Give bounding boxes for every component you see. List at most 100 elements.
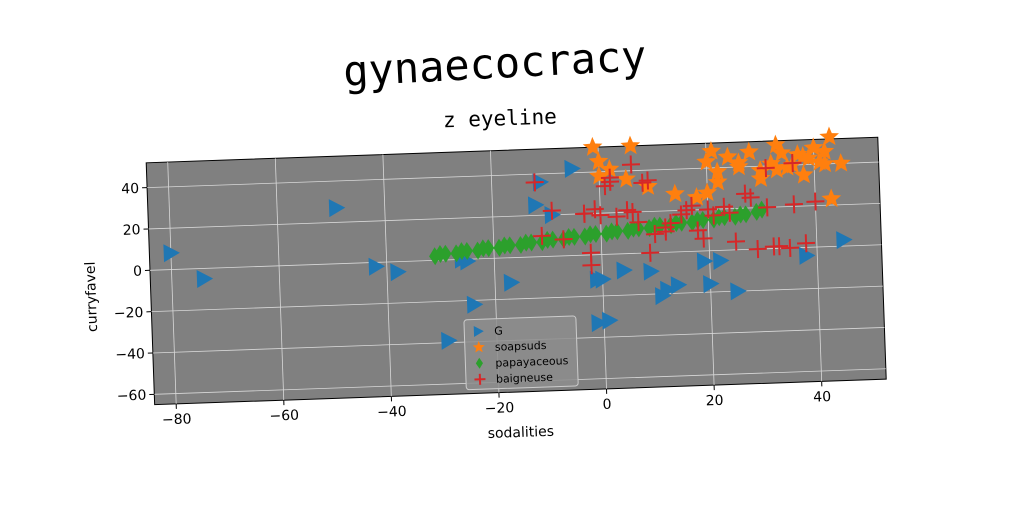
x-grid-line bbox=[274, 158, 285, 401]
data-point bbox=[787, 144, 808, 164]
data-point bbox=[514, 235, 527, 254]
data-point bbox=[764, 237, 783, 256]
data-point bbox=[734, 205, 747, 224]
data-point bbox=[441, 331, 458, 350]
data-point bbox=[720, 203, 739, 222]
data-point bbox=[707, 171, 728, 191]
data-point bbox=[493, 238, 506, 257]
y-axis-label: curryfavel bbox=[83, 261, 101, 332]
data-point bbox=[581, 243, 601, 262]
data-point bbox=[503, 273, 521, 292]
y-tick-label: −60 bbox=[117, 388, 147, 405]
data-point bbox=[694, 229, 713, 248]
data-point bbox=[542, 201, 561, 220]
y-tick-label: 20 bbox=[122, 222, 140, 239]
x-tick-label: 0 bbox=[602, 397, 611, 413]
legend-marker bbox=[472, 341, 485, 353]
data-point bbox=[750, 202, 763, 221]
data-point bbox=[670, 276, 688, 295]
data-point bbox=[429, 247, 441, 266]
data-point bbox=[579, 227, 591, 246]
data-point bbox=[739, 141, 759, 161]
data-point bbox=[748, 240, 767, 259]
data-point bbox=[798, 246, 816, 265]
data-point bbox=[616, 261, 633, 280]
data-point bbox=[643, 262, 660, 281]
data-point bbox=[771, 142, 792, 162]
data-point bbox=[601, 172, 620, 191]
y-grid-line bbox=[151, 285, 883, 313]
data-point bbox=[758, 198, 777, 217]
x-tick-label: −80 bbox=[162, 411, 192, 428]
data-point bbox=[525, 173, 544, 192]
data-point bbox=[726, 232, 746, 251]
data-point bbox=[196, 270, 214, 289]
legend-box bbox=[463, 315, 579, 391]
data-point bbox=[471, 241, 484, 260]
data-point bbox=[477, 239, 489, 258]
data-point bbox=[588, 151, 609, 171]
y-tick-label: −40 bbox=[115, 346, 145, 363]
data-point bbox=[819, 126, 840, 146]
data-point bbox=[784, 195, 803, 214]
data-point bbox=[831, 153, 851, 172]
data-point bbox=[599, 159, 620, 178]
data-point bbox=[728, 156, 749, 176]
data-point bbox=[582, 136, 603, 156]
data-point bbox=[686, 187, 707, 207]
x-tick-label: 40 bbox=[813, 389, 831, 406]
data-point bbox=[703, 275, 720, 294]
legend-label: papayaceous bbox=[495, 354, 569, 370]
plot-group: z eyeline −80 −60 −40 −20 0 20 40 −60 −40 −20 0 20 4… bbox=[83, 104, 887, 442]
data-point bbox=[616, 168, 636, 188]
x-tick-label: −60 bbox=[269, 408, 299, 425]
legend-label: baigneuse bbox=[496, 371, 554, 386]
data-point bbox=[756, 159, 775, 178]
data-point bbox=[712, 251, 730, 270]
data-point bbox=[643, 219, 656, 238]
legend-item: G bbox=[473, 324, 503, 338]
data-point bbox=[836, 231, 853, 250]
data-point bbox=[741, 188, 760, 207]
data-point bbox=[645, 225, 664, 244]
data-point bbox=[532, 226, 551, 245]
legend-marker bbox=[473, 325, 484, 337]
legend-marker bbox=[474, 373, 486, 385]
data-point bbox=[627, 219, 640, 238]
data-point bbox=[621, 155, 641, 174]
data-point bbox=[591, 206, 610, 225]
x-tick-label: −40 bbox=[377, 404, 407, 421]
data-point bbox=[750, 168, 771, 188]
data-point bbox=[591, 314, 608, 333]
data-point bbox=[697, 182, 718, 202]
data-point bbox=[498, 236, 511, 255]
data-point bbox=[730, 282, 747, 301]
data-point bbox=[814, 141, 835, 161]
data-point bbox=[798, 147, 819, 167]
data-point bbox=[601, 311, 619, 330]
data-point bbox=[629, 213, 648, 232]
data-point bbox=[696, 252, 714, 271]
data-point bbox=[701, 140, 722, 160]
legend-label: soapsuds bbox=[495, 339, 547, 354]
data-point bbox=[584, 225, 597, 244]
data-point bbox=[563, 228, 575, 247]
series-layer bbox=[163, 126, 853, 350]
data-point bbox=[450, 244, 463, 263]
data-point bbox=[554, 230, 573, 249]
data-point bbox=[665, 183, 685, 203]
data-point bbox=[821, 188, 842, 208]
data-point bbox=[434, 244, 447, 263]
series-G bbox=[163, 159, 853, 350]
data-point bbox=[595, 270, 612, 289]
x-tick-label: 20 bbox=[705, 393, 723, 410]
y-grid-line bbox=[147, 161, 879, 189]
legend-item: baigneuse bbox=[474, 371, 554, 386]
y-tick-label: 0 bbox=[133, 264, 142, 280]
data-point bbox=[328, 199, 346, 218]
data-point bbox=[781, 238, 800, 257]
x-grid-line bbox=[597, 147, 607, 389]
data-point bbox=[641, 243, 660, 262]
data-point bbox=[607, 207, 626, 226]
